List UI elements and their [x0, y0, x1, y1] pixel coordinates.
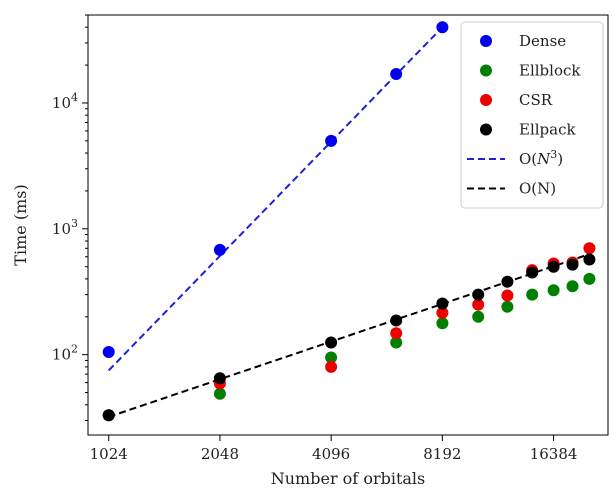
- series-layer: [102, 21, 596, 422]
- y-tick-label-1: 103: [52, 217, 78, 238]
- plot-area-frame: [87, 14, 609, 436]
- point-ellblock-8: [547, 284, 560, 297]
- point-ellblock-4: [436, 317, 449, 330]
- point-csr-4: [436, 306, 449, 319]
- point-ellblock-5: [472, 310, 485, 323]
- point-csr-5: [472, 298, 485, 311]
- point-ellblock-10: [583, 272, 596, 285]
- legend-label-5: O(N): [519, 180, 556, 198]
- x-tick-label-3: 8192: [423, 445, 461, 463]
- x-axis-label: Number of orbitals: [271, 469, 426, 488]
- point-csr-10: [583, 242, 596, 255]
- legend-label-3: Ellpack: [519, 121, 576, 139]
- point-csr-2: [325, 360, 338, 373]
- point-ellblock-3: [390, 336, 403, 349]
- point-ellblock-1: [213, 387, 226, 400]
- legend-box: [460, 21, 604, 209]
- line-series-1: [108, 253, 590, 418]
- point-ellpack-7: [526, 266, 539, 279]
- point-csr-6: [501, 289, 514, 302]
- y-tick-label-2: 104: [52, 91, 78, 112]
- point-ellpack-0: [102, 409, 115, 422]
- point-dense-2: [325, 134, 338, 147]
- point-dense-4: [436, 21, 449, 34]
- legend-marker-3: [480, 123, 492, 136]
- point-ellblock-7: [526, 288, 539, 301]
- point-ellpack-1: [213, 372, 226, 385]
- point-dense-1: [213, 243, 226, 256]
- point-ellpack-3: [390, 314, 403, 327]
- point-ellpack-2: [325, 336, 338, 349]
- legend-marker-2: [480, 94, 492, 106]
- y-axis-label: Time (ms): [11, 184, 30, 265]
- point-dense-3: [390, 68, 403, 80]
- point-ellpack-8: [547, 260, 560, 273]
- legend-label-4: O(N3): [519, 148, 563, 168]
- legend: Dense Ellblock CSR Ellpack O(N3) O(N): [460, 21, 604, 209]
- x-tick-label-2: 4096: [312, 445, 350, 463]
- legend-label-0: Dense: [519, 32, 566, 50]
- x-tick-label-1: 2048: [201, 445, 239, 463]
- legend-marker-0: [480, 35, 492, 47]
- point-csr-3: [390, 327, 403, 340]
- x-axis: 1024 2048 4096 8192 16384: [90, 435, 578, 463]
- x-tick-label-0: 1024: [90, 445, 128, 463]
- point-ellblock-6: [501, 300, 514, 313]
- point-ellpack-6: [501, 275, 514, 288]
- point-ellpack-5: [472, 288, 485, 301]
- point-ellpack-4: [436, 297, 449, 310]
- point-ellblock-9: [566, 280, 579, 293]
- point-ellpack-10: [583, 253, 596, 266]
- point-dense-0: [102, 346, 115, 358]
- legend-label-1: Ellblock: [519, 62, 581, 80]
- point-ellblock-2: [325, 351, 338, 364]
- line-series-0: [107, 26, 444, 372]
- point-ellpack-9: [566, 258, 579, 271]
- x-tick-label-4: 16384: [530, 445, 578, 463]
- y-axis: 102 103 104: [52, 14, 88, 421]
- legend-marker-1: [480, 64, 492, 77]
- legend-label-2: CSR: [519, 91, 553, 109]
- y-tick-label-0: 102: [52, 343, 78, 364]
